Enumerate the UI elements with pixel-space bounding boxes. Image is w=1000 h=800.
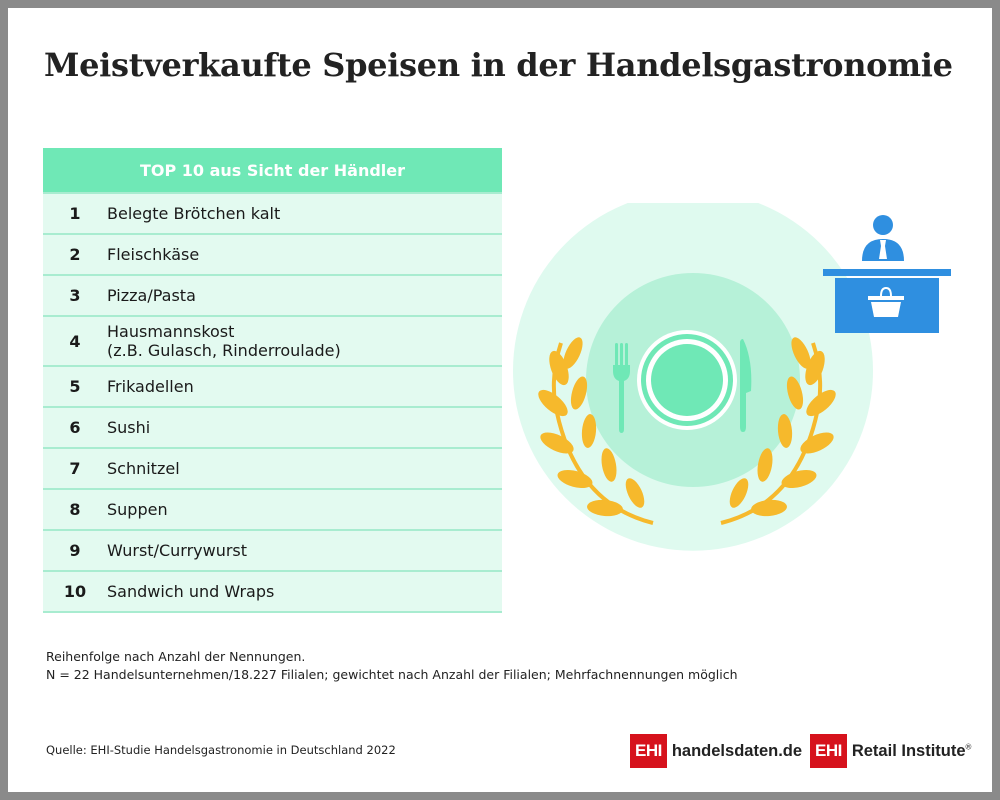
registered-mark: ®	[965, 742, 972, 751]
plate-icon	[637, 330, 737, 430]
basket-icon	[868, 286, 904, 317]
table-row: 6 Sushi	[43, 406, 502, 447]
rank-number: 10	[63, 582, 87, 601]
table-row: 10 Sandwich und Wraps	[43, 570, 502, 613]
handelsdaten-logo[interactable]: EHI handelsdaten.de	[630, 734, 802, 768]
rank-number: 4	[69, 331, 81, 351]
table-row: 2 Fleischkäse	[43, 233, 502, 274]
footnote: Reihenfolge nach Anzahl der Nennungen. N…	[46, 648, 738, 684]
fork-icon	[613, 343, 630, 433]
dining-illustration	[513, 203, 951, 551]
table-row: 8 Suppen	[43, 488, 502, 529]
rank-number: 5	[69, 377, 81, 396]
rank-number: 8	[69, 500, 81, 519]
source-note: Quelle: EHI-Studie Handelsgastronomie in…	[46, 743, 396, 757]
ehi-logo-mark: EHI	[630, 734, 667, 768]
rank-number: 7	[69, 459, 81, 478]
retail-institute-label: Retail Institute®	[852, 742, 972, 761]
table-body: 1 Belegte Brötchen kalt 2 Fleischkäse 3 Pizza…	[43, 192, 502, 613]
dish-name: Belegte Brötchen kalt	[107, 204, 281, 223]
table-row: 3 Pizza/Pasta	[43, 274, 502, 315]
dish-name: Hausmannskost (z.B. Gulasch, Rinderroula…	[107, 322, 341, 360]
footnote-line-2: N = 22 Handelsunternehmen/18.227 Filiale…	[46, 667, 738, 682]
rank-number: 3	[69, 286, 81, 305]
laurel-right-icon	[720, 337, 836, 525]
ranking-table: TOP 10 aus Sicht der Händler 1 Belegte Br…	[43, 148, 502, 613]
table-row: 9 Wurst/Currywurst	[43, 529, 502, 570]
table-row: 1 Belegte Brötchen kalt	[43, 192, 502, 233]
dish-name: Sandwich und Wraps	[107, 582, 275, 601]
dish-name: Suppen	[107, 500, 168, 519]
rank-number: 1	[69, 204, 81, 223]
dish-name: Schnitzel	[107, 459, 180, 478]
rank-number: 9	[69, 541, 81, 560]
retail-institute-text: Retail Institute	[851, 741, 966, 760]
ehi-logo-mark: EHI	[810, 734, 847, 768]
laurel-left-icon	[538, 337, 654, 525]
infographic-frame: Meistverkaufte Speisen in der Handelsgas…	[8, 8, 992, 792]
knife-icon	[740, 339, 752, 432]
ehi-retail-logo[interactable]: EHI Retail Institute®	[810, 734, 971, 768]
table-header: TOP 10 aus Sicht der Händler	[43, 148, 502, 192]
dish-name: Frikadellen	[107, 377, 194, 396]
table-row: 7 Schnitzel	[43, 447, 502, 488]
table-row: 4 Hausmannskost (z.B. Gulasch, Rinderroul…	[43, 315, 502, 365]
rank-number: 2	[69, 245, 81, 264]
handelsdaten-label: handelsdaten.de	[671, 741, 803, 760]
page-title: Meistverkaufte Speisen in der Handelsgas…	[44, 46, 953, 84]
dish-name: Wurst/Currywurst	[107, 541, 248, 560]
dish-name: Pizza/Pasta	[107, 286, 196, 305]
rank-number: 6	[69, 418, 81, 437]
footnote-line-1: Reihenfolge nach Anzahl der Nennungen.	[46, 649, 306, 664]
dish-name: Sushi	[107, 418, 151, 437]
dish-name: Fleischkäse	[107, 245, 200, 264]
table-row: 5 Frikadellen	[43, 365, 502, 406]
